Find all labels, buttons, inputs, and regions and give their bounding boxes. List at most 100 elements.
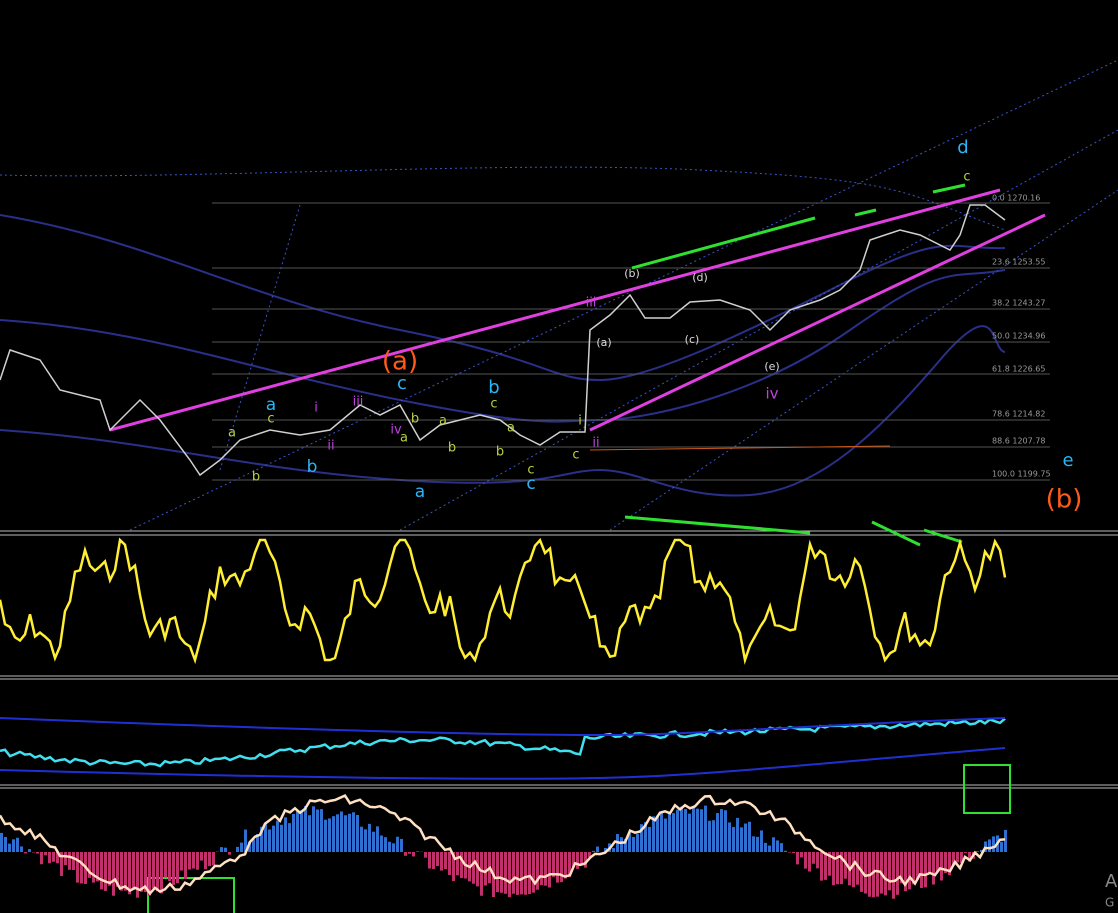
- histogram-bar: [108, 852, 111, 886]
- histogram-bar: [532, 852, 535, 893]
- histogram-bar: [72, 852, 75, 871]
- histogram-bar: [432, 852, 435, 869]
- histogram-bar: [740, 827, 743, 852]
- histogram-bar: [156, 852, 159, 892]
- histogram-bar: [732, 827, 735, 852]
- histogram-bar: [516, 852, 519, 895]
- histogram-bar: [32, 852, 35, 853]
- histogram-bar: [928, 852, 931, 874]
- histogram-bar: [456, 852, 459, 876]
- histogram-bar: [40, 852, 43, 865]
- wave-label: (d): [692, 271, 708, 284]
- histogram-bar: [168, 852, 171, 882]
- histogram-bar: [716, 813, 719, 852]
- wave-label: b: [252, 470, 260, 485]
- histogram-bar: [748, 821, 751, 852]
- histogram-bar: [660, 812, 663, 852]
- histogram-bar: [992, 836, 995, 852]
- histogram-bar: [596, 846, 599, 852]
- wave-label: e: [1062, 450, 1073, 471]
- histogram-bar: [236, 846, 239, 852]
- histogram-bar: [248, 841, 251, 852]
- histogram-bar: [1004, 829, 1007, 852]
- wave-label: a: [507, 421, 515, 436]
- histogram-bar: [744, 823, 747, 852]
- histogram-bar: [932, 852, 935, 885]
- price-line: [0, 204, 1006, 477]
- histogram-bar: [220, 847, 223, 852]
- histogram-bar: [20, 846, 23, 852]
- histogram-bar: [268, 829, 271, 852]
- histogram-bar: [892, 852, 895, 899]
- histogram-bar: [644, 821, 647, 852]
- histogram-bar: [512, 852, 515, 894]
- histogram-bar: [844, 852, 847, 879]
- histogram-bar: [544, 852, 547, 886]
- histogram-bar: [816, 852, 819, 869]
- histogram-bar: [496, 852, 499, 893]
- histogram-bar: [76, 852, 79, 883]
- histogram-bar: [760, 830, 763, 852]
- wave-label: (e): [764, 360, 779, 373]
- histogram-bar: [856, 852, 859, 885]
- histogram-bar: [96, 852, 99, 882]
- histogram-bar: [696, 808, 699, 852]
- histogram-bar: [684, 809, 687, 852]
- histogram-bar: [448, 852, 451, 876]
- histogram-bar: [536, 852, 539, 890]
- indicators: [0, 537, 1007, 899]
- histogram-bar: [132, 852, 135, 890]
- histogram-bar: [704, 805, 707, 852]
- wave-label: iii: [586, 296, 597, 311]
- wave-label: a: [266, 395, 276, 415]
- histogram-bar: [340, 811, 343, 852]
- histogram-bar: [4, 836, 7, 852]
- histogram-bar: [252, 839, 255, 852]
- fib-lines: [212, 202, 1050, 481]
- histogram-bar: [148, 852, 151, 896]
- fib-label: 0.0 1270.16: [992, 194, 1040, 203]
- histogram-bar: [572, 852, 575, 868]
- histogram-bar: [920, 852, 923, 888]
- histogram-bar: [912, 852, 915, 885]
- histogram-bar: [136, 852, 139, 898]
- histogram-bar: [832, 852, 835, 886]
- histogram-bar: [952, 852, 955, 866]
- fib-label: 50.0 1234.96: [992, 332, 1045, 341]
- histogram-bar: [688, 813, 691, 852]
- histogram-bar: [380, 835, 383, 852]
- histogram-bar: [196, 852, 199, 870]
- histogram-bar: [800, 852, 803, 858]
- histogram-bar: [296, 810, 299, 852]
- histogram-bar: [876, 852, 879, 897]
- histogram-bar: [384, 837, 387, 852]
- wave-label: (c): [685, 333, 700, 346]
- histogram-bar: [344, 815, 347, 852]
- fib-label: 38.2 1243.27: [992, 299, 1045, 308]
- histogram-bar: [56, 852, 59, 864]
- wave-label: b: [496, 445, 504, 460]
- histogram-bar: [256, 834, 259, 852]
- labels: 0.0 1270.16 23.6 1253.55 38.2 1243.27 50.0 …: [228, 137, 1118, 910]
- histogram-bar: [356, 814, 359, 852]
- histogram-bar: [116, 852, 119, 887]
- band-line: [0, 747, 1006, 780]
- histogram-bar: [484, 852, 487, 886]
- histogram-bar: [896, 852, 899, 895]
- histogram-bar: [612, 848, 615, 852]
- histogram-bar: [180, 852, 183, 871]
- histogram-bar: [548, 852, 551, 888]
- trend-lines: [109, 188, 1046, 432]
- histogram-bar: [316, 809, 319, 852]
- histogram-bar: [852, 852, 855, 888]
- histogram-bar: [700, 809, 703, 852]
- histogram-bar: [300, 810, 303, 852]
- histogram-bar: [312, 806, 315, 852]
- histogram-bar: [964, 852, 967, 853]
- histogram-bar: [956, 852, 959, 863]
- histogram-bar: [288, 823, 291, 852]
- histogram-bar: [524, 852, 527, 895]
- wave-label: c: [572, 448, 579, 463]
- histogram-bar: [204, 852, 207, 870]
